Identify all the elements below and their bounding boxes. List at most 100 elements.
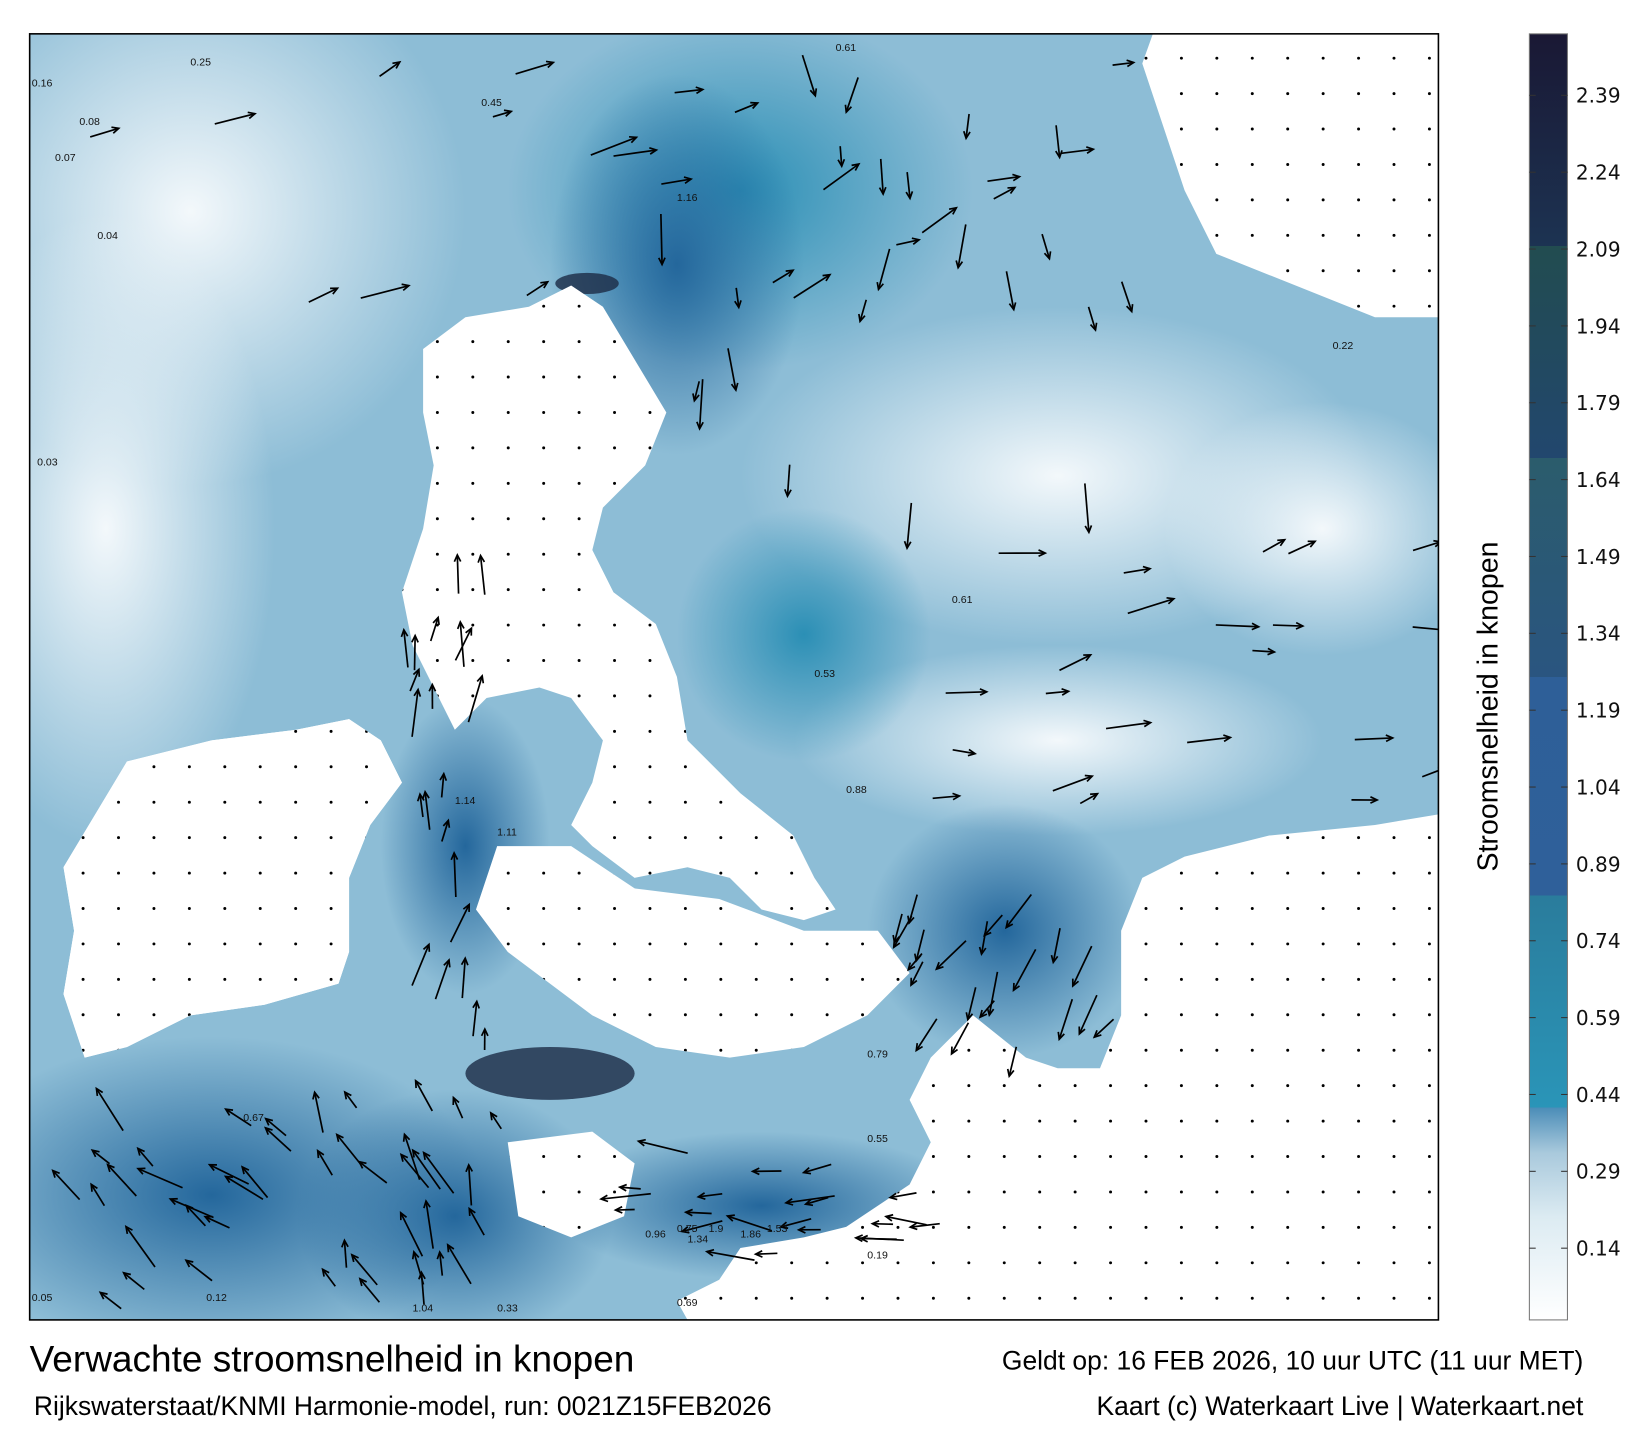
grid-dot	[1321, 942, 1325, 946]
grid-dot	[1427, 1190, 1431, 1194]
current-arrow	[1050, 927, 1061, 965]
current-arrow	[1123, 565, 1152, 574]
grid-dot	[471, 375, 475, 379]
current-arrow	[335, 1133, 362, 1165]
grid-dot	[365, 765, 369, 769]
grid-dot	[1427, 1048, 1431, 1052]
grid-dot	[1250, 1119, 1254, 1123]
grid-dot	[294, 800, 298, 804]
grid-dot	[365, 800, 369, 804]
current-arrow	[1071, 945, 1093, 988]
current-arrow	[1262, 538, 1287, 553]
grid-dot	[1179, 1084, 1183, 1088]
current-arrow	[136, 1167, 183, 1189]
grid-dot	[1179, 871, 1183, 875]
grid-dot	[294, 729, 298, 733]
grid-dot	[825, 977, 829, 981]
grid-dot	[1286, 1296, 1290, 1300]
grid-dot	[683, 765, 687, 769]
current-arrow	[1187, 734, 1233, 744]
grid-dot	[1357, 1013, 1361, 1017]
current-arrow	[1059, 654, 1093, 672]
grid-dot	[896, 1296, 900, 1300]
grid-dot	[1179, 1013, 1183, 1017]
current-arrow	[214, 111, 257, 125]
grid-dot	[506, 907, 510, 910]
grid-dot	[117, 1013, 120, 1017]
grid-dot	[542, 907, 546, 910]
colorbar-tick-label: 1.64	[1576, 468, 1621, 492]
grid-dot	[1073, 1119, 1077, 1123]
grid-dot	[1109, 1225, 1113, 1229]
current-value-label: 1.11	[497, 827, 517, 839]
current-arrow	[683, 1208, 712, 1217]
grid-dot	[1321, 198, 1325, 202]
current-arrow	[1061, 146, 1096, 155]
current-arrow	[452, 1095, 464, 1119]
grid-dot	[648, 694, 652, 698]
current-value-label: 0.22	[1333, 340, 1354, 352]
current-arrow	[613, 1205, 635, 1214]
grid-dot	[1215, 162, 1219, 166]
grid-dot	[577, 871, 581, 875]
map-credit[interactable]: Kaart (c) Waterkaart Live | Waterkaart.n…	[1097, 1391, 1584, 1421]
grid-dot	[152, 871, 156, 875]
grid-dot	[754, 1296, 758, 1300]
grid-dot	[117, 907, 120, 910]
grid-dot	[1073, 1261, 1077, 1265]
grid-dot	[1321, 1225, 1325, 1229]
grid-dot	[577, 1190, 581, 1194]
grid-dot	[967, 1261, 971, 1265]
grid-dot	[967, 1190, 971, 1194]
current-arrow	[674, 86, 705, 95]
grid-dot	[1286, 1048, 1290, 1052]
grid-dot	[1286, 162, 1290, 166]
grid-dot	[1215, 233, 1219, 237]
current-arrow	[822, 162, 861, 191]
grid-dot	[1144, 1048, 1148, 1052]
current-value-label: 0.07	[55, 152, 76, 164]
current-arrow	[986, 971, 999, 1018]
current-value-label: 0.16	[32, 78, 53, 90]
map-area[interactable]: 0.16 0.08 0.07 0.04 0.25 0.45 0.61 0.53 1.16 0.88…	[0, 0, 1481, 1354]
current-arrow	[636, 1138, 688, 1154]
grid-dot	[506, 481, 510, 485]
grid-dot	[1357, 1225, 1361, 1229]
grid-dot	[613, 410, 617, 414]
grid-dot	[648, 800, 652, 804]
grid-dot	[258, 765, 262, 769]
current-arrow	[907, 953, 923, 972]
grid-dot	[1215, 1296, 1219, 1300]
grid-dot	[329, 907, 333, 910]
grid-dot	[1250, 198, 1254, 202]
current-arrow	[965, 987, 977, 1022]
current-arrow	[661, 176, 694, 185]
current-arrow	[987, 173, 1022, 183]
colorbar-tick-label: 1.94	[1576, 314, 1621, 338]
grid-dot	[471, 659, 475, 662]
colorbar-tick-label: 1.34	[1576, 622, 1621, 646]
grid-dot	[754, 942, 758, 946]
current-arrow	[468, 1206, 485, 1236]
grid-dot	[294, 765, 298, 769]
current-arrow	[51, 1169, 81, 1201]
grid-dot	[790, 871, 794, 875]
current-arrow	[446, 1243, 472, 1285]
current-arrow	[725, 1214, 773, 1232]
grid-dot	[1179, 977, 1183, 981]
grid-dot	[1427, 269, 1431, 273]
current-arrow	[184, 1259, 213, 1282]
current-arrow	[422, 1151, 455, 1194]
grid-dot	[1427, 977, 1431, 981]
grid-dot	[1286, 56, 1290, 60]
current-arrow	[692, 381, 701, 403]
current-arrow	[1092, 1018, 1115, 1039]
current-arrow	[428, 682, 437, 709]
grid-dot	[1250, 1013, 1254, 1017]
current-arrow	[915, 1018, 938, 1053]
current-arrow	[1012, 948, 1037, 993]
speed-shading	[29, 33, 1439, 1320]
grid-dot	[1392, 907, 1396, 910]
current-arrow	[439, 771, 448, 798]
current-arrow	[784, 464, 792, 499]
